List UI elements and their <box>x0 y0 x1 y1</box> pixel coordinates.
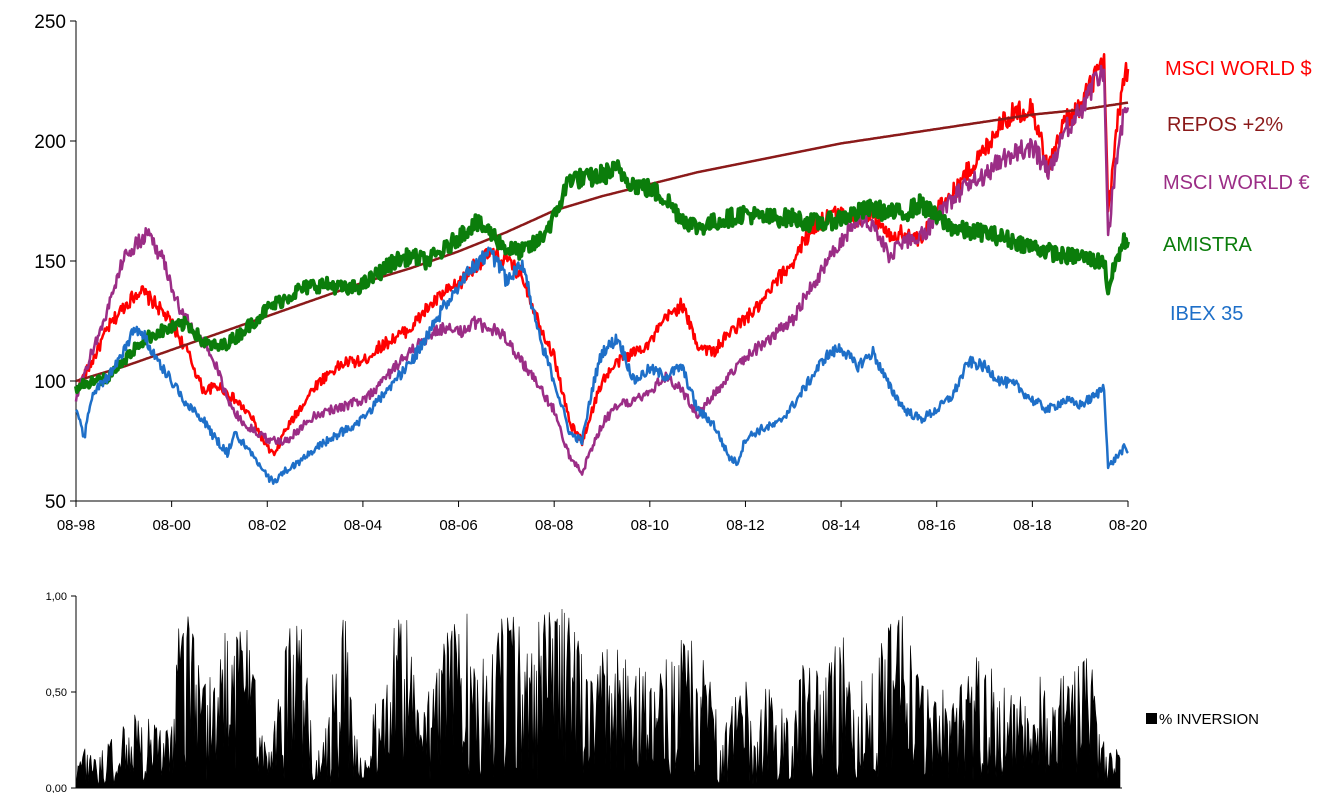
investment-area-chart: 0,00 0,50 1,00 % INVERSION <box>46 591 1259 795</box>
x-tick-label: 08-16 <box>918 517 956 534</box>
legend-label-3: AMISTRA <box>1163 234 1253 256</box>
x-tick-label: 08-20 <box>1109 517 1147 534</box>
main-line-chart: 50 100 150 200 250 08-98 08-00 08-02 08-04 08-06 0… <box>34 12 1311 534</box>
x-tick-label: 08-18 <box>1013 517 1051 534</box>
y-tick-label: 100 <box>34 372 66 393</box>
series-line-3 <box>74 159 1130 394</box>
sub-y-tick-label: 0,00 <box>46 783 67 793</box>
x-tick-label: 08-08 <box>535 517 573 534</box>
x-tick-label: 08-12 <box>726 517 764 534</box>
series-line-0 <box>75 53 1130 457</box>
x-tick-label: 08-04 <box>344 517 382 534</box>
y-tick-label: 250 <box>34 12 66 33</box>
y-tick-label: 150 <box>34 252 66 273</box>
sub-y-tick-label: 0,50 <box>46 687 67 699</box>
legend-label-0: MSCI WORLD $ <box>1165 58 1312 80</box>
legend-swatch <box>1146 713 1157 724</box>
legend-label-1: REPOS +2% <box>1167 114 1283 136</box>
legend-label-inversion: % INVERSION <box>1159 711 1259 728</box>
legend-label-4: IBEX 35 <box>1170 303 1243 325</box>
series-line-4 <box>75 246 1129 485</box>
y-tick-label: 50 <box>45 492 66 513</box>
sub-y-tick-label: 1,00 <box>46 591 67 603</box>
x-tick-label: 08-98 <box>57 517 95 534</box>
x-tick-label: 08-00 <box>152 517 190 534</box>
x-tick-label: 08-10 <box>631 517 669 534</box>
series-line-2 <box>74 64 1130 476</box>
x-tick-label: 08-06 <box>439 517 477 534</box>
x-tick-label: 08-14 <box>822 517 860 534</box>
y-tick-label: 200 <box>34 132 66 153</box>
x-tick-label: 08-02 <box>248 517 286 534</box>
legend-label-2: MSCI WORLD € <box>1163 172 1310 194</box>
inversion-area <box>75 608 1121 789</box>
